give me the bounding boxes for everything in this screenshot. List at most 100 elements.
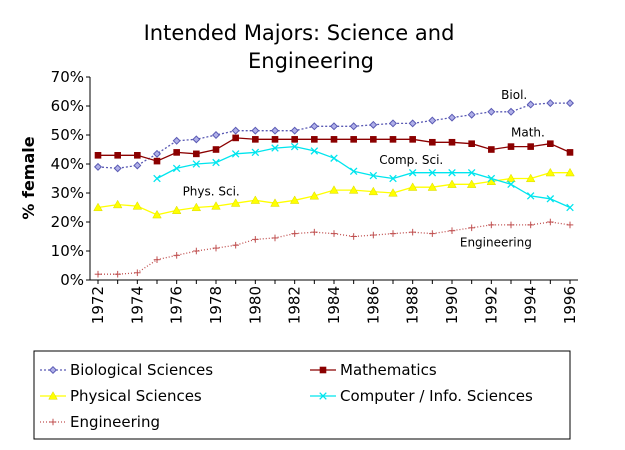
x-tick-label: 1994 xyxy=(522,286,540,324)
data-point xyxy=(350,136,357,143)
data-point xyxy=(506,107,516,116)
y-tick-label: 50% xyxy=(51,126,84,144)
data-point xyxy=(447,113,457,122)
legend-item-comp: Computer / Info. Sciences xyxy=(310,387,533,405)
chart-title-line-1: Intended Majors: Science and xyxy=(144,21,455,45)
data-point xyxy=(388,188,398,197)
x-tick-label: 1992 xyxy=(482,286,500,324)
series-bio xyxy=(93,99,575,173)
data-point xyxy=(428,116,437,125)
x-tick-label: 1972 xyxy=(89,286,107,324)
axes: 0% 10% 20% 30% 40% 50% 60% 70% 1972 1974 1976 1978 1… xyxy=(51,68,579,324)
data-point xyxy=(526,192,535,200)
data-point xyxy=(211,201,221,210)
data-point xyxy=(487,174,496,183)
data-point xyxy=(467,168,476,177)
data-point xyxy=(48,391,58,400)
annotation-bio: Biol. xyxy=(501,88,527,102)
series-line-comp xyxy=(156,145,571,209)
data-point xyxy=(173,149,180,156)
data-point xyxy=(251,126,260,135)
data-point xyxy=(369,171,378,180)
data-point xyxy=(488,146,495,153)
data-point xyxy=(211,130,221,140)
data-point xyxy=(389,136,397,143)
data-point xyxy=(152,209,162,219)
data-point xyxy=(408,119,417,128)
data-point xyxy=(408,168,417,177)
series-comp xyxy=(153,142,574,212)
data-point xyxy=(369,120,378,129)
data-point xyxy=(506,173,516,183)
data-point xyxy=(230,198,241,207)
data-point xyxy=(409,136,416,143)
data-point xyxy=(565,99,575,108)
x-tick-label: 1984 xyxy=(325,286,343,324)
y-tick-label: 20% xyxy=(51,213,84,231)
data-point xyxy=(231,126,240,135)
data-point xyxy=(526,100,535,109)
data-point xyxy=(310,122,319,131)
x-tick-label: 1986 xyxy=(364,286,382,324)
data-point xyxy=(191,202,202,212)
data-point xyxy=(112,199,123,209)
legend-label: Mathematics xyxy=(340,361,437,379)
data-point xyxy=(388,119,398,128)
y-tick-label: 10% xyxy=(51,242,84,260)
data-point xyxy=(527,143,534,150)
data-point xyxy=(192,135,201,144)
annotation-phys: Phys. Sci. xyxy=(183,184,240,198)
data-point xyxy=(212,146,220,153)
data-point xyxy=(290,142,299,151)
data-point xyxy=(427,182,438,191)
data-point xyxy=(289,195,300,204)
data-point xyxy=(466,179,477,188)
data-point xyxy=(370,136,377,143)
data-point xyxy=(113,164,122,173)
legend-item-eng: Engineering xyxy=(40,413,160,431)
legend-label: Computer / Info. Sciences xyxy=(340,387,533,405)
data-point xyxy=(153,174,161,183)
data-point xyxy=(447,179,457,188)
legend-label: Biological Sciences xyxy=(70,361,213,379)
plot-area: Biol. Math. Comp. Sci. Phys. Sci. Engineerin… xyxy=(93,88,575,278)
data-point xyxy=(546,99,555,108)
data-point xyxy=(270,126,280,135)
data-point xyxy=(251,148,260,157)
data-point xyxy=(94,152,102,159)
data-point xyxy=(319,366,327,374)
data-point xyxy=(152,149,162,158)
data-point xyxy=(172,136,181,145)
data-point xyxy=(565,167,575,177)
data-point xyxy=(271,136,279,143)
data-point xyxy=(448,138,456,146)
data-point xyxy=(547,140,554,147)
data-point xyxy=(133,161,142,170)
data-point xyxy=(349,122,358,131)
x-tick-label: 1988 xyxy=(404,286,422,324)
data-point xyxy=(231,150,240,158)
data-point xyxy=(48,365,58,375)
series-phys xyxy=(93,167,575,219)
data-point xyxy=(546,195,555,203)
data-point xyxy=(114,152,121,159)
data-point xyxy=(270,198,280,207)
data-point xyxy=(525,173,536,183)
data-point xyxy=(349,167,358,176)
data-point xyxy=(368,186,379,196)
data-point xyxy=(330,136,338,143)
data-point xyxy=(311,136,318,143)
annotation-comp: Comp. Sci. xyxy=(379,153,443,167)
data-point xyxy=(566,149,574,156)
y-tick-label: 0% xyxy=(60,271,84,289)
x-tick-label: 1990 xyxy=(443,286,461,324)
y-axis-label: % female xyxy=(19,136,38,219)
legend-label: Physical Sciences xyxy=(70,387,202,405)
data-point xyxy=(348,185,359,194)
y-tick-label: 30% xyxy=(51,184,84,202)
x-tick-label: 1996 xyxy=(561,286,579,324)
data-point xyxy=(507,143,515,150)
data-point xyxy=(193,150,200,158)
data-point xyxy=(389,174,397,183)
